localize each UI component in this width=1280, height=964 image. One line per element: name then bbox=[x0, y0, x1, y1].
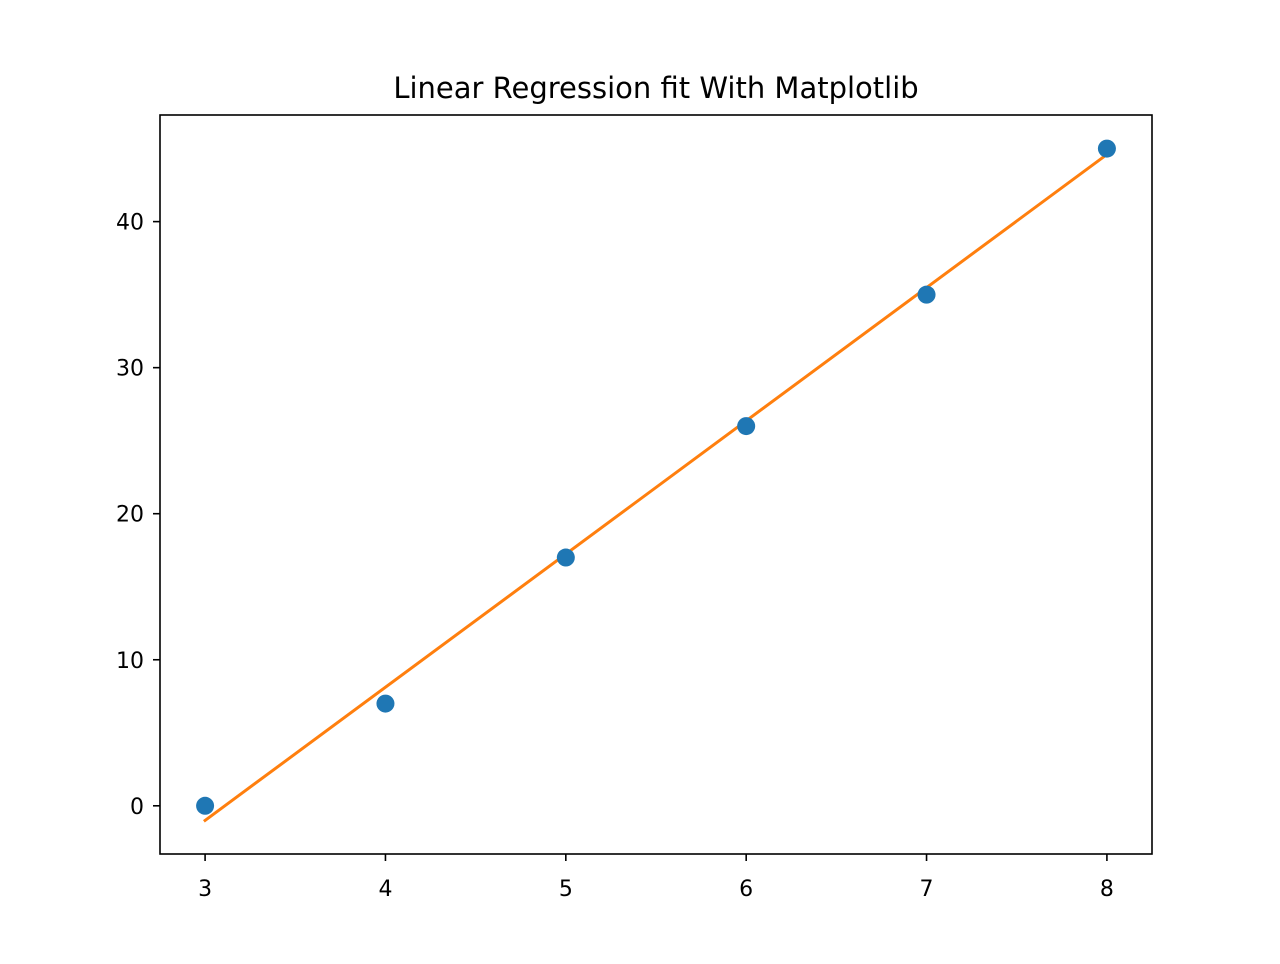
x-tick-label: 5 bbox=[559, 877, 573, 902]
scatter-point bbox=[737, 417, 756, 436]
x-tick-label: 4 bbox=[378, 877, 392, 902]
y-tick-label: 20 bbox=[116, 503, 144, 528]
regression-line bbox=[202, 152, 1110, 823]
x-tick-label: 3 bbox=[198, 877, 212, 902]
y-tick-label: 0 bbox=[130, 795, 144, 820]
x-tick-label: 7 bbox=[920, 877, 934, 902]
scatter-point bbox=[196, 796, 215, 815]
x-tick-label: 8 bbox=[1100, 877, 1114, 902]
scatter-point bbox=[1097, 139, 1116, 158]
scatter-point bbox=[556, 548, 575, 567]
plot-area: 3 4 5 6 7 8 0 10 20 30 40 bbox=[116, 114, 1153, 902]
y-tick-label: 10 bbox=[116, 649, 144, 674]
x-tick-label: 6 bbox=[739, 877, 753, 902]
scatter-point bbox=[917, 285, 936, 304]
y-tick-label: 30 bbox=[116, 357, 144, 382]
chart-title: Linear Regression fit With Matplotlib bbox=[393, 71, 918, 105]
scatter-point bbox=[376, 694, 395, 713]
axes-frame bbox=[159, 114, 1153, 855]
y-tick-label: 40 bbox=[116, 211, 144, 236]
